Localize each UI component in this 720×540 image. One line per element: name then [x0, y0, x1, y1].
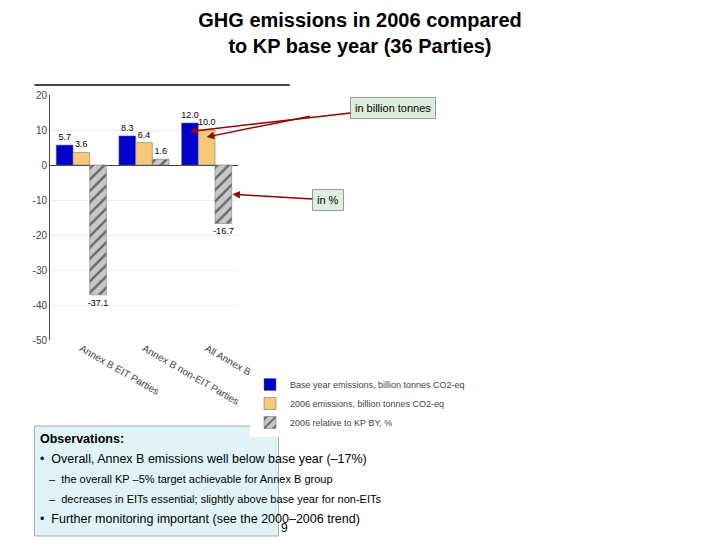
svg-text:-40: -40	[33, 300, 48, 311]
svg-text:2006 relative to KP BY, %: 2006 relative to KP BY, %	[290, 418, 392, 428]
svg-text:Annex B non-EIT Parties: Annex B non-EIT Parties	[141, 343, 242, 407]
svg-text:8.3: 8.3	[121, 123, 134, 133]
svg-text:10: 10	[36, 125, 48, 136]
svg-text:– decreases in EITs essential: – decreases in EITs essential; slightly …	[49, 493, 382, 505]
svg-text:10.0: 10.0	[198, 117, 216, 127]
svg-text:9: 9	[281, 521, 288, 535]
svg-text:-10: -10	[33, 195, 48, 206]
svg-text:3.6: 3.6	[75, 139, 88, 149]
svg-text:in billion tonnes: in billion tonnes	[355, 102, 431, 114]
svg-text:GHG emissions in 2006 compared: GHG emissions in 2006 comparedto KP base…	[198, 9, 521, 57]
svg-text:Annex B EIT Parties: Annex B EIT Parties	[78, 343, 161, 397]
svg-text:-16.7: -16.7	[213, 226, 234, 236]
svg-text:0: 0	[41, 160, 47, 171]
svg-text:6.4: 6.4	[138, 130, 151, 140]
svg-text:in %: in %	[317, 194, 339, 206]
svg-text:• Overall, Annex B emissions: • Overall, Annex B emissions well below …	[40, 452, 367, 466]
svg-text:• Further monitoring importan: • Further monitoring important (see the …	[40, 512, 360, 526]
svg-text:12.0: 12.0	[181, 110, 199, 120]
svg-text:-50: -50	[33, 335, 48, 346]
svg-text:Base year emissions, billion t: Base year emissions, billion tonnes CO2-…	[290, 380, 465, 390]
svg-text:5.7: 5.7	[58, 132, 71, 142]
svg-text:All Annex B Parties: All Annex B Parties	[203, 343, 282, 395]
svg-text:-20: -20	[33, 230, 48, 241]
svg-text:1.6: 1.6	[154, 146, 167, 156]
svg-text:– the overall KP –5% target a: – the overall KP –5% target achievable f…	[49, 473, 333, 485]
svg-text:-30: -30	[33, 265, 48, 276]
svg-text:20: 20	[36, 90, 48, 101]
svg-text:2006 emissions, billion tonnes: 2006 emissions, billion tonnes CO2-eq	[290, 399, 444, 409]
svg-text:Observations:: Observations:	[40, 432, 124, 446]
svg-text:-37.1: -37.1	[88, 298, 109, 308]
